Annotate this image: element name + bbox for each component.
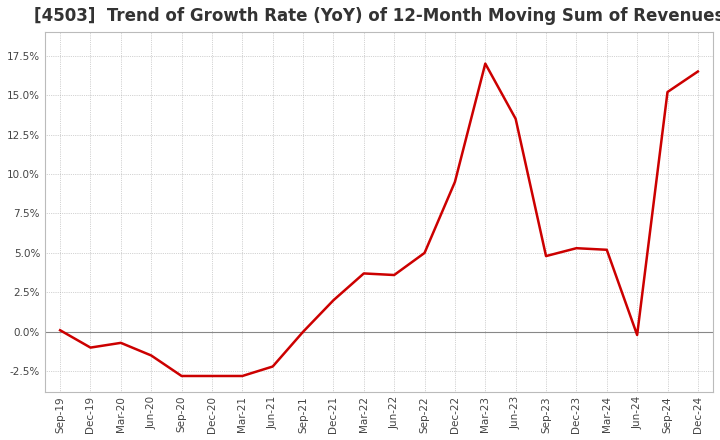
Title: [4503]  Trend of Growth Rate (YoY) of 12-Month Moving Sum of Revenues: [4503] Trend of Growth Rate (YoY) of 12-… bbox=[34, 7, 720, 25]
